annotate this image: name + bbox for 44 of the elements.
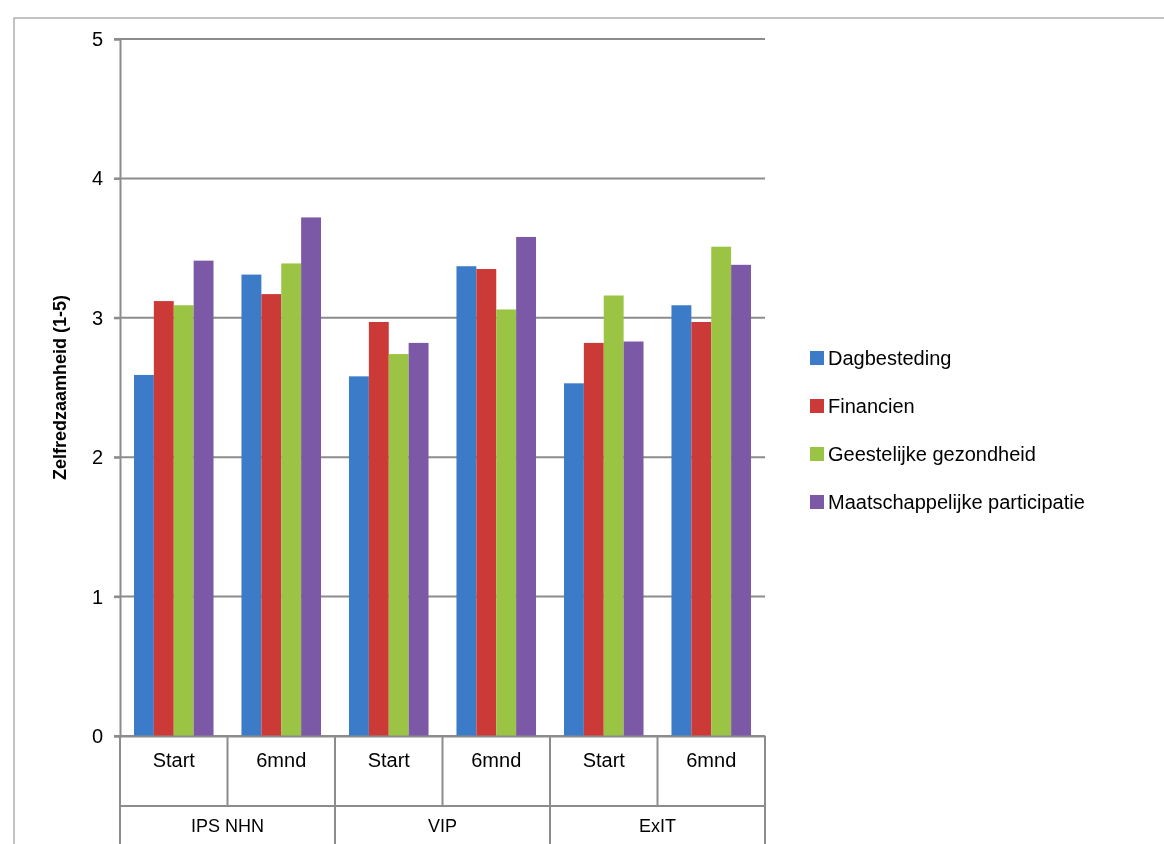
y-tick-label: 5 [91, 27, 103, 50]
bar [133, 374, 154, 736]
legend-label: Geestelijke gezondheid [828, 443, 1036, 465]
x-tick-label: 6mnd [256, 749, 307, 771]
y-tick-label: 3 [91, 306, 103, 329]
bar [193, 260, 214, 736]
bar [301, 217, 322, 736]
y-axis-title: Zelfredzaamheid (1-5) [50, 294, 70, 481]
legend-label: Dagbesteding [828, 347, 952, 369]
bar [563, 383, 584, 736]
bar [456, 266, 477, 736]
y-tick-label: 0 [91, 724, 103, 747]
bar [408, 342, 429, 736]
x-tick-label: Start [582, 749, 626, 771]
bar [476, 269, 497, 736]
bar [603, 295, 624, 736]
text: ExIT [638, 816, 677, 836]
y-tick-label: 1 [91, 585, 103, 608]
bar [691, 321, 712, 736]
bar [623, 341, 644, 736]
bar [496, 309, 517, 736]
x-tick-label: Start [152, 749, 196, 771]
bar [731, 264, 752, 736]
bar [173, 305, 194, 736]
bar [671, 305, 692, 736]
bar [348, 376, 369, 736]
x-tick-label: 6mnd [686, 749, 737, 771]
bar [281, 263, 302, 736]
text: IPS NHN [190, 816, 265, 836]
y-tick-label: 2 [91, 446, 103, 469]
y-tick-label: 4 [91, 167, 103, 190]
bar [241, 274, 262, 736]
bar [583, 342, 604, 736]
bar [711, 246, 732, 736]
bar [388, 354, 409, 736]
x-tick-label: Start [367, 749, 411, 771]
bar [261, 294, 282, 736]
text: VIP [427, 816, 458, 836]
legend-label: Financien [828, 395, 915, 417]
bar [516, 236, 537, 736]
bar [368, 321, 389, 736]
legend-label: Maatschappelijke participatie [828, 491, 1085, 513]
x-tick-label: 6mnd [471, 749, 522, 771]
bar [153, 301, 174, 736]
